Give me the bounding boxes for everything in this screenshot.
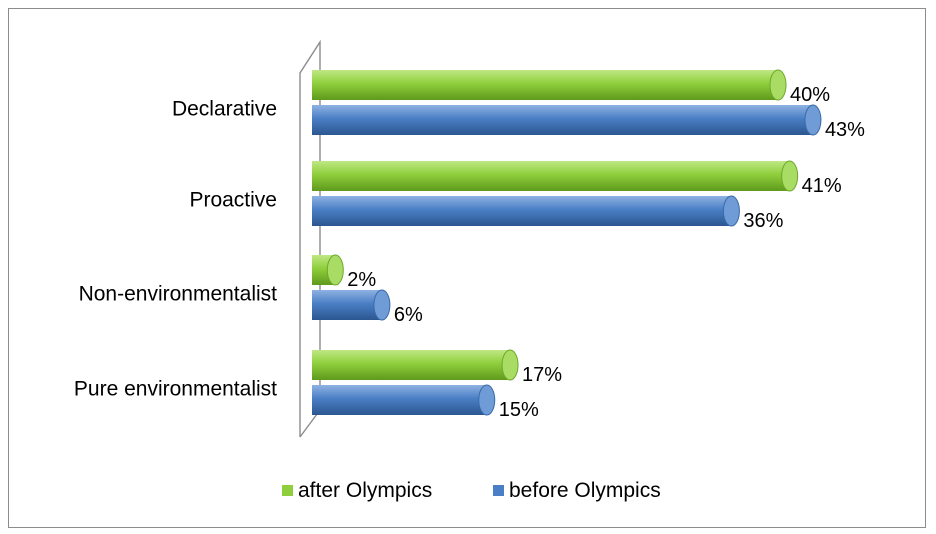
bar-before-olympics-pure-environmentalist xyxy=(312,384,496,416)
value-label-after-olympics-pure-environmentalist: 17% xyxy=(522,364,562,386)
value-label-before-olympics-non-environmentalist: 6% xyxy=(394,304,423,326)
bar-before-olympics-declarative xyxy=(312,104,822,136)
bar-end-cap xyxy=(781,160,799,192)
legend-item-after-olympics: after Olympics xyxy=(282,479,432,502)
legend-swatch xyxy=(282,485,293,496)
category-axis-wall xyxy=(299,39,321,438)
bar-end-cap xyxy=(804,104,822,136)
bar-body xyxy=(312,70,786,100)
legend-label: after Olympics xyxy=(298,479,432,502)
value-label-before-olympics-declarative: 43% xyxy=(825,119,865,141)
bar-after-olympics-proactive xyxy=(312,160,799,192)
axis-wall-outline xyxy=(299,39,321,438)
bar-body xyxy=(312,161,798,191)
value-label-after-olympics-declarative: 40% xyxy=(790,84,830,106)
bar-end-cap xyxy=(769,69,787,101)
bar-end-cap xyxy=(501,349,519,381)
bar-after-olympics-pure-environmentalist xyxy=(312,349,519,381)
bar-body xyxy=(312,385,495,415)
category-label-proactive: Proactive xyxy=(189,189,277,212)
legend: after Olympics before Olympics xyxy=(282,479,661,502)
bar-body xyxy=(312,290,390,320)
value-label-before-olympics-proactive: 36% xyxy=(743,210,783,232)
category-labels: Declarative Proactive Non-environmentalist… xyxy=(74,98,277,401)
value-label-after-olympics-non-environmentalist: 2% xyxy=(347,269,376,291)
category-label-non-environmentalist: Non-environmentalist xyxy=(79,283,278,306)
bar-end-cap xyxy=(373,289,391,321)
bar-body xyxy=(312,196,740,226)
bar-after-olympics-non-environmentalist xyxy=(312,254,344,286)
legend-item-before-olympics: before Olympics xyxy=(493,479,661,502)
category-label-pure-environmentalist: Pure environmentalist xyxy=(74,378,277,401)
value-labels: 40% 43% 41% 36% 2% 6% 17% 15% xyxy=(347,84,865,421)
bar-body xyxy=(312,105,821,135)
bar-end-cap xyxy=(326,254,344,286)
bar-after-olympics-declarative xyxy=(312,69,787,101)
bar-end-cap xyxy=(478,384,496,416)
bar-before-olympics-proactive xyxy=(312,195,740,227)
legend-label: before Olympics xyxy=(509,479,661,502)
legend-swatch xyxy=(493,485,504,496)
bar-before-olympics-non-environmentalist xyxy=(312,289,391,321)
bars-group xyxy=(312,69,822,416)
bar-end-cap xyxy=(722,195,740,227)
bar-body xyxy=(312,350,519,380)
value-label-before-olympics-pure-environmentalist: 15% xyxy=(499,399,539,421)
category-label-declarative: Declarative xyxy=(172,98,277,121)
value-label-after-olympics-proactive: 41% xyxy=(802,175,842,197)
